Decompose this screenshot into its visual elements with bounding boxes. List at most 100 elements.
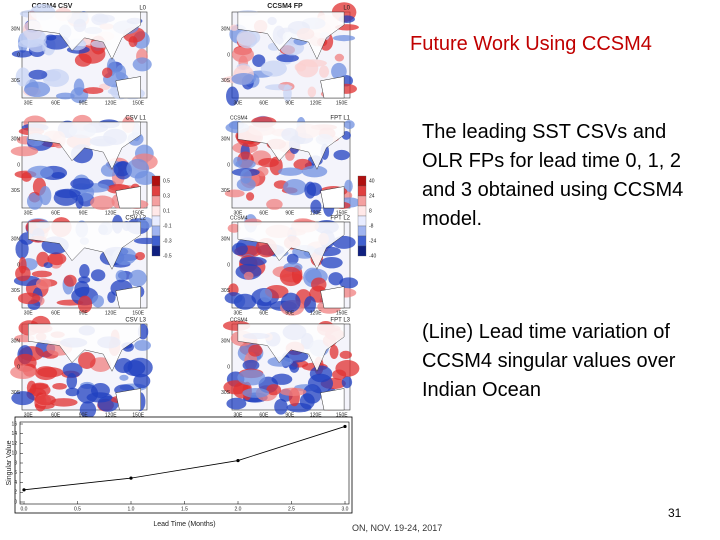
coastline [237, 121, 345, 170]
colorbar-label: -24 [369, 238, 376, 244]
lon-label: 60E [51, 310, 61, 316]
map-blob [15, 265, 31, 282]
map-blob [31, 270, 53, 278]
lon-label: 60E [51, 210, 61, 216]
data-point [22, 488, 26, 492]
coastline [28, 11, 141, 60]
map-blob [260, 60, 287, 77]
y-tick-label: 14 [11, 431, 17, 437]
map-blob [135, 251, 145, 261]
map-blob [101, 67, 113, 79]
lat-label: 30S [221, 390, 231, 396]
map-blob [339, 350, 352, 359]
map-blob [236, 29, 261, 46]
map-blob [90, 269, 106, 282]
colorbar-label: 24 [369, 193, 375, 199]
data-point [343, 424, 347, 429]
map-blob [115, 269, 127, 283]
map-blob [137, 217, 154, 229]
x-tick-label: 0.0 [21, 506, 28, 512]
map-blob [344, 179, 353, 193]
panel-header: CCSM4 FP [267, 3, 303, 10]
map-blob [283, 84, 292, 102]
lon-label: 90E [79, 100, 89, 106]
lon-label: 30E [233, 210, 243, 216]
lon-label: 60E [51, 100, 61, 106]
lon-label: 120E [105, 412, 117, 418]
y-tick-label: 2 [14, 490, 17, 496]
panel-tag: FPT L3 [330, 318, 350, 324]
lon-label: 150E [132, 210, 144, 216]
map-blob [252, 54, 266, 67]
map-blob [278, 167, 303, 176]
colorbar-cell [151, 215, 161, 227]
lon-label: 30E [24, 210, 34, 216]
model-tag: CCSM4 [230, 115, 248, 121]
lon-label: 120E [310, 100, 322, 106]
map-blob [332, 35, 356, 42]
paragraph: (Line) Lead time variation of CCSM4 sing… [422, 321, 676, 401]
map-blob [79, 263, 90, 279]
x-tick-label: 2.0 [235, 506, 242, 512]
x-tick-label: 2.5 [288, 506, 295, 512]
coastline [28, 323, 141, 372]
map-blob [52, 382, 67, 390]
lat-label: 30S [221, 188, 231, 194]
map-blob [230, 24, 239, 31]
panel-tag: FPT L1 [330, 116, 350, 122]
lon-label: 120E [310, 412, 322, 418]
map-blob [26, 380, 37, 395]
page-number: 31 [668, 506, 682, 520]
colorbar-cell [357, 225, 367, 237]
coastline [115, 388, 141, 411]
lon-label: 90E [79, 412, 89, 418]
map-blob [132, 57, 152, 72]
lat-label: 0 [17, 262, 20, 268]
model-tag: CCSM4 [230, 215, 248, 221]
map-blob [34, 366, 58, 381]
y-axis-label: Singular Value [6, 440, 13, 485]
map-blob [279, 266, 302, 287]
map-blob [28, 69, 48, 80]
map-blob [231, 73, 256, 85]
y-tick-label: 8 [14, 460, 17, 466]
y-tick-label: 0 [14, 499, 17, 505]
x-axis-label: Lead Time (Months) [153, 521, 215, 528]
map-blob [23, 81, 51, 98]
coastline [28, 221, 141, 270]
map-blob [47, 252, 67, 266]
lon-label: 120E [105, 310, 117, 316]
map-blob [248, 344, 263, 357]
map-blob [335, 359, 360, 377]
map-blob [54, 188, 81, 199]
map-blob [341, 376, 353, 389]
map-blob [286, 253, 299, 265]
lon-label: 150E [132, 310, 144, 316]
map-blob [242, 359, 260, 371]
colorbar-cell [151, 225, 161, 237]
map-blob [231, 242, 248, 256]
map-blob [236, 177, 256, 192]
map-blob [123, 360, 146, 376]
lat-label: 0 [17, 364, 20, 370]
map-blob [334, 53, 345, 62]
y-tick-label: 10 [11, 451, 17, 457]
map-blob [26, 192, 43, 210]
lon-label: 90E [79, 310, 89, 316]
lat-label: 30S [11, 390, 21, 396]
coastline [28, 121, 141, 170]
data-line [23, 426, 346, 491]
figure: CCSM4 CSV CCSM4 FP 30N 0 30S 30E 60E 90E 120E 150… [6, 2, 376, 528]
lon-label: 60E [259, 412, 269, 418]
y-tick-label: 4 [14, 480, 17, 486]
map-blob [77, 295, 93, 313]
colorbar-label: 0.3 [163, 193, 170, 199]
map-blob [133, 373, 151, 389]
map-blob [78, 351, 96, 369]
map-blob [226, 86, 239, 106]
colorbar-cell [151, 195, 161, 207]
colorbar-cell [357, 245, 367, 257]
map-blob [331, 62, 347, 80]
coastline [237, 11, 345, 60]
